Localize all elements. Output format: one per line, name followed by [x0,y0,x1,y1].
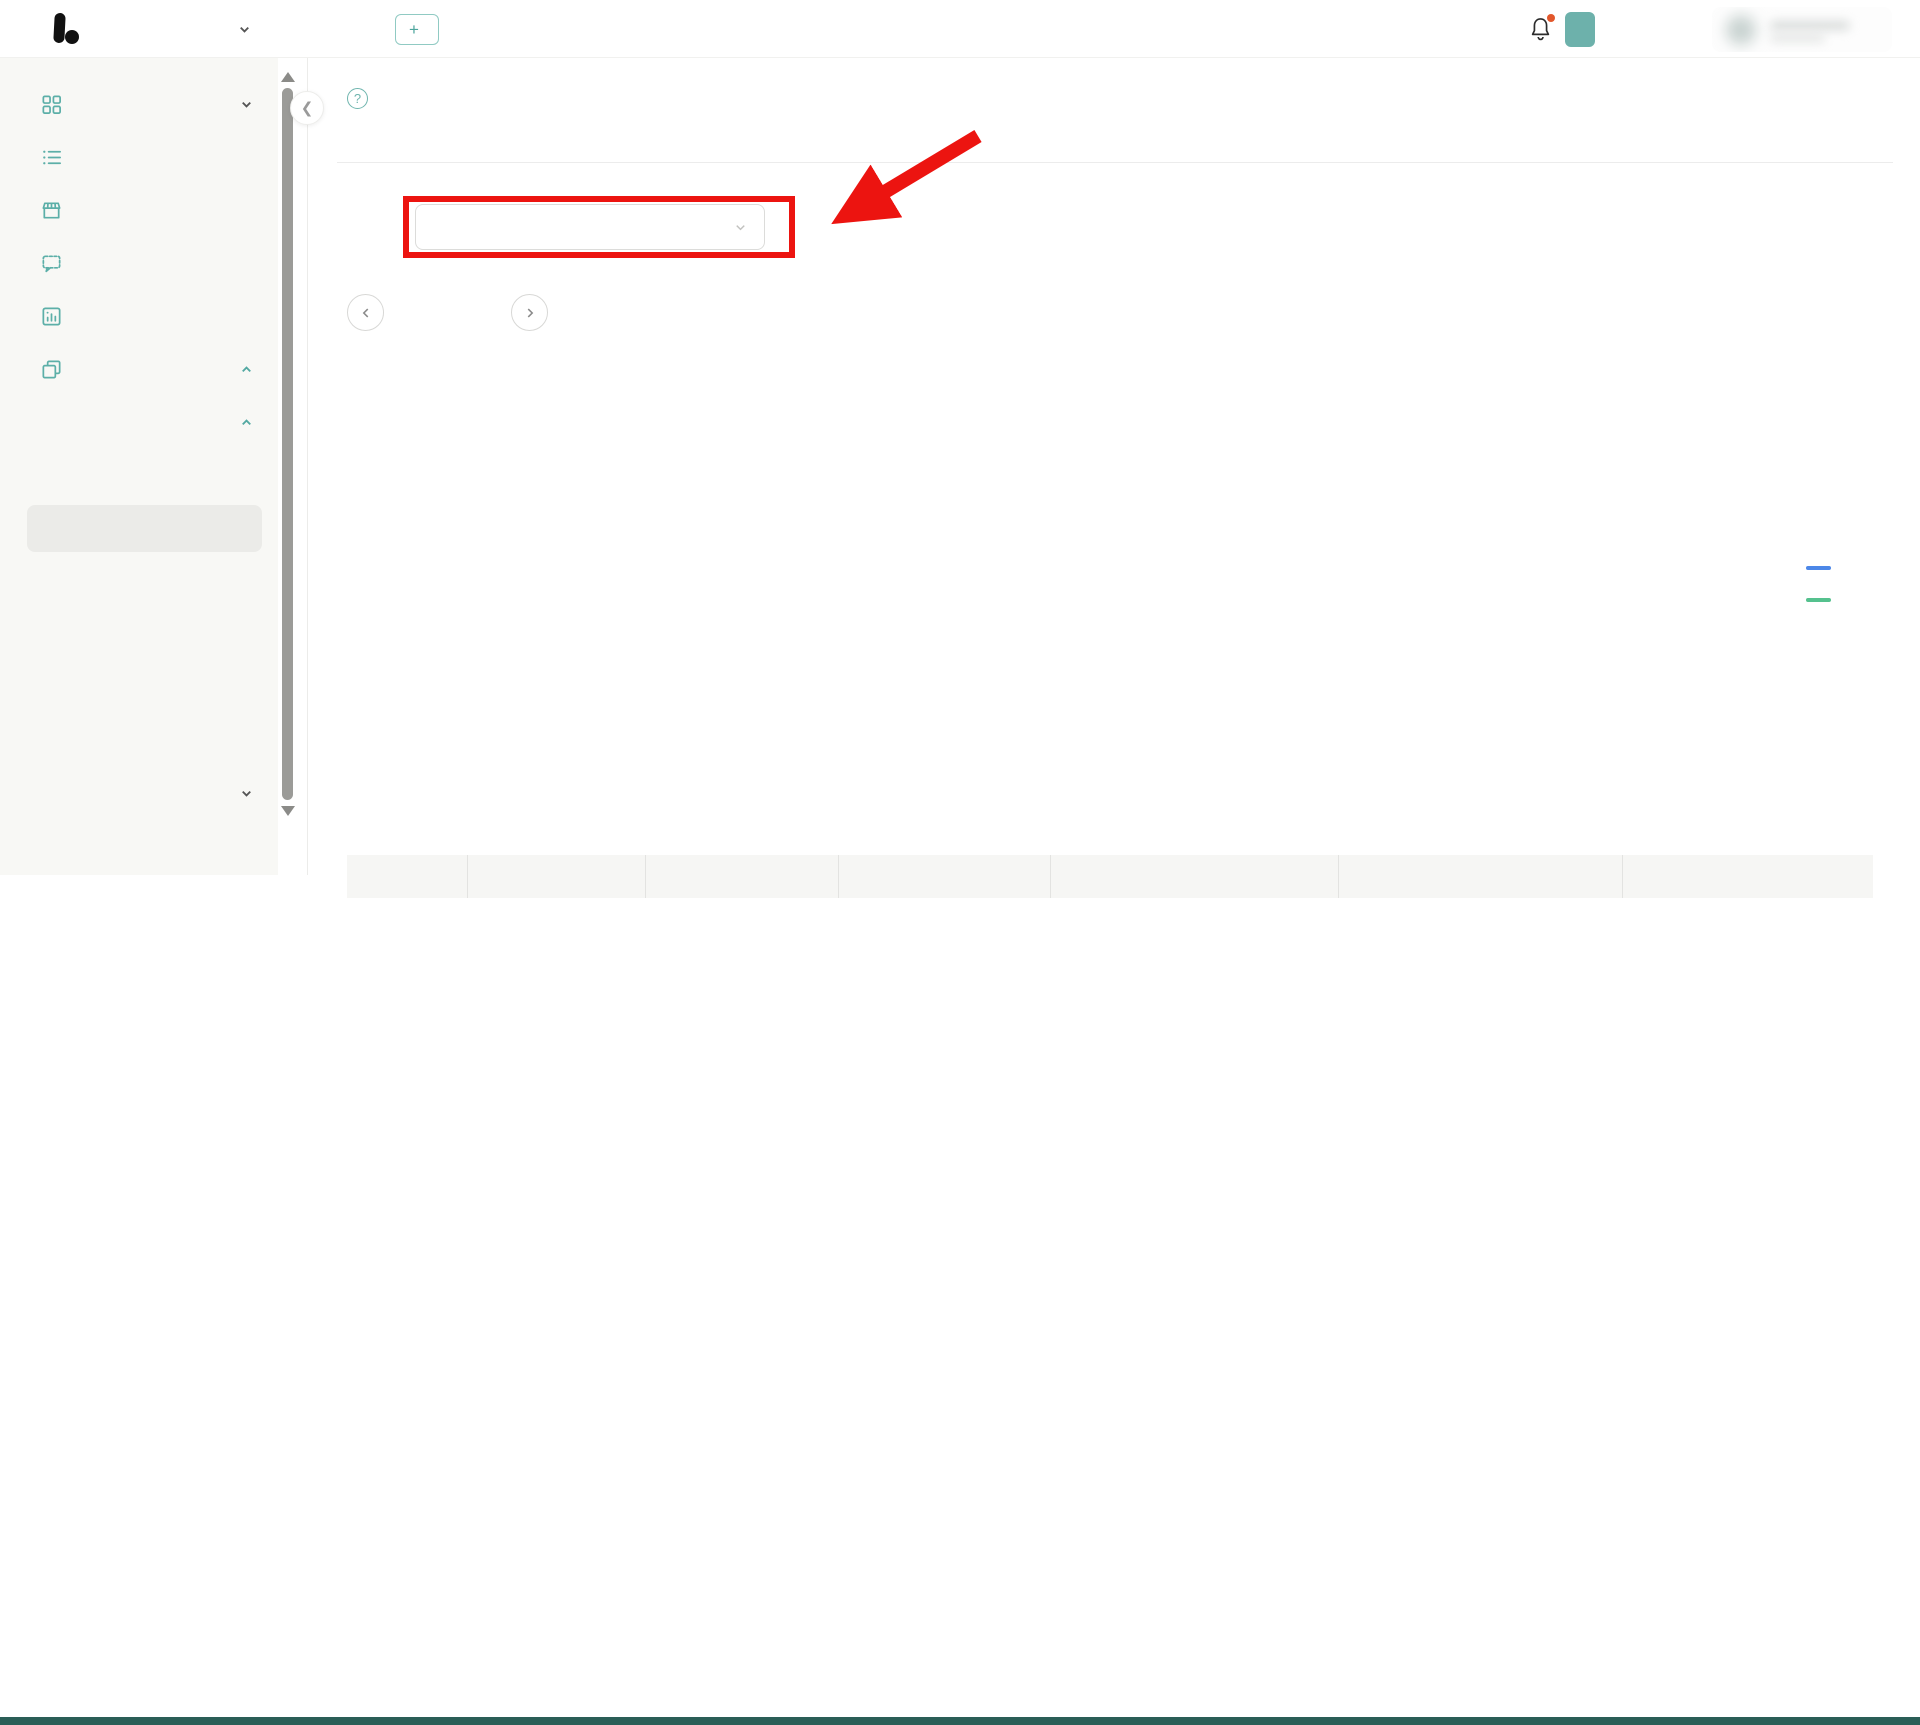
scrollbar-thumb[interactable] [282,88,293,800]
chevron-down-icon [237,22,252,37]
sidebar-scrollbar [278,58,308,875]
table-header-row [347,855,1873,898]
col-repeat-rate [1622,855,1873,898]
sidebar-item-sales[interactable] [0,290,278,343]
col-new-rebooking-rate [1050,855,1338,898]
sidebar-subitem-ad-effect[interactable] [0,555,278,608]
sidebar-collapse-button[interactable]: ❮ [290,91,324,125]
col-scheduled-hours [467,855,645,898]
chevron-down-icon [239,97,254,112]
chevron-up-icon [239,415,254,430]
sidebar-item-dashboard[interactable] [0,78,278,131]
review-chat-icon [40,252,63,275]
notification-bell-icon[interactable] [1527,15,1557,45]
sidebar-subitem-new-existing[interactable] [0,449,278,502]
user-avatar[interactable] [1712,7,1892,52]
sidebar-subitem-ltv[interactable] [0,661,278,714]
sidebar-item-reviews[interactable] [0,237,278,290]
view-booking-site-button[interactable] [1565,12,1595,47]
leporto-logo-icon [52,11,82,47]
sidebar-group-ad-settings[interactable] [0,767,278,820]
col-existing-rebooking-rate [1338,855,1622,898]
scroll-up-arrow-icon[interactable] [281,72,295,82]
app-root: + [0,0,1920,1725]
bottom-accent-bar [0,1717,1920,1725]
top-bar: + [0,0,1920,58]
marketing-layers-icon [40,358,63,381]
sidebar-item-marketing[interactable] [0,343,278,396]
col-month [347,855,467,898]
legend-item-sales[interactable] [1806,598,1840,602]
sidebar-group-analytics[interactable] [0,396,278,449]
utilization-table [347,855,1873,898]
sidebar-subitem-utilization-analysis[interactable] [0,502,278,555]
add-button[interactable]: + [395,14,439,45]
sidebar-item-customers[interactable] [0,184,278,237]
brand-logo[interactable] [52,11,92,47]
sidebar-subitem-ad-analysis[interactable] [0,608,278,661]
sidebar-subitem-abc[interactable] [0,714,278,767]
scroll-down-arrow-icon[interactable] [281,806,295,816]
sidebar-item-reservations[interactable] [0,131,278,184]
chevron-up-icon [239,362,254,377]
legend-swatch-green [1806,598,1831,602]
sidebar [0,58,278,875]
workspace-selector[interactable] [230,0,252,58]
storefront-icon [40,199,63,222]
chevron-down-icon [239,786,254,801]
dashboard-grid-icon [40,93,63,116]
plus-icon: + [409,21,419,38]
sales-chart-icon [40,305,63,328]
help-icon[interactable]: ? [347,88,368,109]
col-worked-hours [645,855,838,898]
legend-swatch-blue [1806,566,1831,570]
legend-item-utilization[interactable] [1806,566,1840,570]
notification-badge [1547,14,1555,22]
reservation-list-icon [40,146,63,169]
footer-links [320,1643,1920,1660]
col-customers-served [838,855,1050,898]
